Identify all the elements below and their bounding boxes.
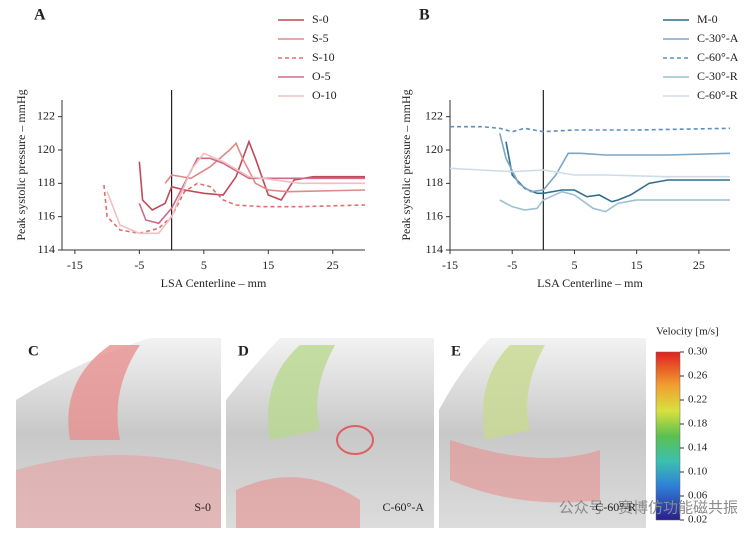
colorbar-tick-label: 0.30 xyxy=(688,346,708,358)
x-tick-label: 15 xyxy=(631,258,643,272)
series-line xyxy=(164,141,366,193)
x-tick-label: 15 xyxy=(262,258,274,272)
vessel-edge xyxy=(16,338,150,400)
y-tick-label: 114 xyxy=(37,242,55,256)
colorbar-title: Velocity [m/s] xyxy=(656,326,719,338)
vortex xyxy=(336,425,374,455)
x-tick-label: -15 xyxy=(442,258,458,272)
colorbar-tick-label: 0.06 xyxy=(688,490,708,502)
y-tick-label: 118 xyxy=(425,175,443,189)
y-axis-label: Peak systolic pressure – mmHg xyxy=(399,89,413,240)
series-line xyxy=(499,133,731,193)
x-tick-label: -5 xyxy=(507,258,517,272)
panel-caption: S-0 xyxy=(194,500,211,514)
panel-label: D xyxy=(238,343,249,359)
colorbar xyxy=(655,351,681,521)
vessel-edge xyxy=(226,338,280,400)
colorbar-tick-label: 0.26 xyxy=(688,370,708,382)
colorbar-tick-label: 0.18 xyxy=(688,418,708,430)
colorbar-tick-label: 0.22 xyxy=(688,394,707,406)
series-line xyxy=(106,152,365,235)
panel-label: E xyxy=(451,343,461,359)
panel-label: B xyxy=(419,7,430,24)
legend-label: S-5 xyxy=(312,31,329,45)
x-tick-label: -5 xyxy=(134,258,144,272)
panel-caption: C-60°-A xyxy=(383,500,425,514)
series-line xyxy=(450,125,731,133)
y-tick-label: 122 xyxy=(37,108,55,122)
legend-label: O-5 xyxy=(312,69,331,83)
y-tick-label: 116 xyxy=(425,208,443,222)
series-line xyxy=(138,139,365,211)
legend-label: C-60°-R xyxy=(697,88,738,102)
legend-label: O-10 xyxy=(312,88,337,102)
legend-label: C-30°-R xyxy=(697,69,738,83)
legend-label: S-10 xyxy=(312,50,335,64)
watermark: 公众号 · 赛博仿功能磁共振 xyxy=(559,499,738,517)
legend-label: C-60°-A xyxy=(697,50,739,64)
series-line xyxy=(499,190,730,213)
flow-lines xyxy=(450,440,600,503)
branch-flow xyxy=(68,345,140,440)
y-tick-label: 122 xyxy=(425,108,443,122)
x-tick-label: 5 xyxy=(571,258,577,272)
y-tick-label: 118 xyxy=(37,175,55,189)
x-tick-label: 25 xyxy=(327,258,339,272)
x-axis-label: LSA Centerline – mm xyxy=(161,276,267,290)
branch-flow xyxy=(482,345,545,440)
series-line xyxy=(449,167,730,178)
panel-label: C xyxy=(28,343,39,359)
y-tick-label: 120 xyxy=(425,142,443,156)
legend-label: C-30°-A xyxy=(697,31,739,45)
y-axis-label: Peak systolic pressure – mmHg xyxy=(14,89,28,240)
y-tick-label: 120 xyxy=(37,142,55,156)
y-tick-label: 114 xyxy=(425,242,443,256)
colorbar-tick-label: 0.10 xyxy=(688,466,708,478)
legend-label: S-0 xyxy=(312,12,329,26)
legend-label: M-0 xyxy=(697,12,718,26)
panel-label: A xyxy=(34,7,46,24)
series-line xyxy=(505,141,730,203)
flow-lines xyxy=(236,477,360,528)
y-tick-label: 116 xyxy=(37,208,55,222)
flow-lines xyxy=(16,455,221,528)
image-panels xyxy=(16,338,681,528)
x-tick-label: -15 xyxy=(67,258,83,272)
branch-flow xyxy=(268,345,335,440)
x-tick-label: 5 xyxy=(201,258,207,272)
x-axis-label: LSA Centerline – mm xyxy=(537,276,643,290)
vessel-edge xyxy=(439,338,490,410)
series-line xyxy=(103,182,366,235)
colorbar-tick-label: 0.14 xyxy=(688,442,708,454)
panel-caption: C-60°-R xyxy=(595,500,636,514)
x-tick-label: 25 xyxy=(693,258,705,272)
colorbar-tick-label: 0.02 xyxy=(688,514,707,526)
